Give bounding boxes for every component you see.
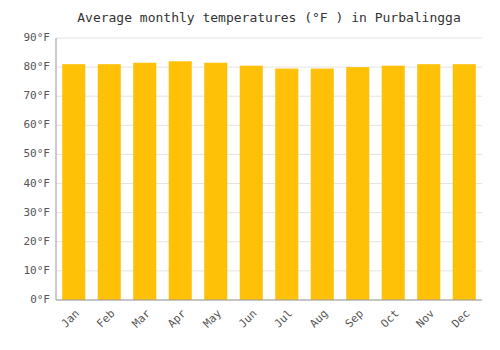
chart-svg: Average monthly temperatures (°F ) in Pu… [0,0,500,350]
bar [98,64,121,300]
x-tick-label: Feb [94,307,117,330]
x-tick-label: Oct [378,307,401,330]
y-axis-line [56,38,57,300]
bar [169,61,192,300]
x-tick-label: Mar [130,307,154,331]
x-tick-label: Jun [236,307,259,330]
x-tick-label: Aug [307,307,330,330]
x-axis-line [56,300,482,301]
y-tick-label: 80°F [24,60,51,73]
y-tick-label: 20°F [24,235,51,248]
bar [417,64,440,300]
page: {"chart_data": {"type": "bar", "title": … [0,0,500,350]
x-tick-label: Dec [449,307,472,330]
y-tick-label: 90°F [24,31,51,44]
x-tick-label: Jul [272,307,295,330]
x-tick-label: Jan [59,307,82,330]
y-tick-label: 30°F [24,206,51,219]
bar [382,66,405,300]
y-tick-label: 0°F [30,293,50,306]
y-tick-label: 10°F [24,264,51,277]
x-tick-label: Nov [414,307,438,331]
bar [240,66,263,300]
grid-line [56,38,482,39]
x-tick-label: Apr [165,307,189,331]
bar [346,67,369,300]
bars [62,61,476,300]
bar [133,63,156,300]
y-tick-label: 70°F [24,89,51,102]
y-tick-label: 50°F [24,147,51,160]
chart-container: Average monthly temperatures (°F ) in Pu… [0,0,500,350]
bar [204,63,227,300]
bar [311,69,334,300]
grid [56,38,482,300]
grid-line [56,300,482,301]
x-tick-label: Sep [343,307,366,330]
x-axis-labels: Jan Feb Mar Apr May Jun Jul Aug Sep Oct Nov Dec [59,307,473,331]
title: Average monthly temperatures (°F ) in Pu… [77,10,461,25]
y-axis-labels: 0°F 10°F 20°F 30°F 40°F 50°F 60°F 70°F 80°F 90°F [24,31,51,306]
y-tick-label: 40°F [24,177,51,190]
bar [275,69,298,300]
bar [62,64,85,300]
y-tick-label: 60°F [24,118,51,131]
x-tick-label: May [201,307,225,331]
bar [453,64,476,300]
